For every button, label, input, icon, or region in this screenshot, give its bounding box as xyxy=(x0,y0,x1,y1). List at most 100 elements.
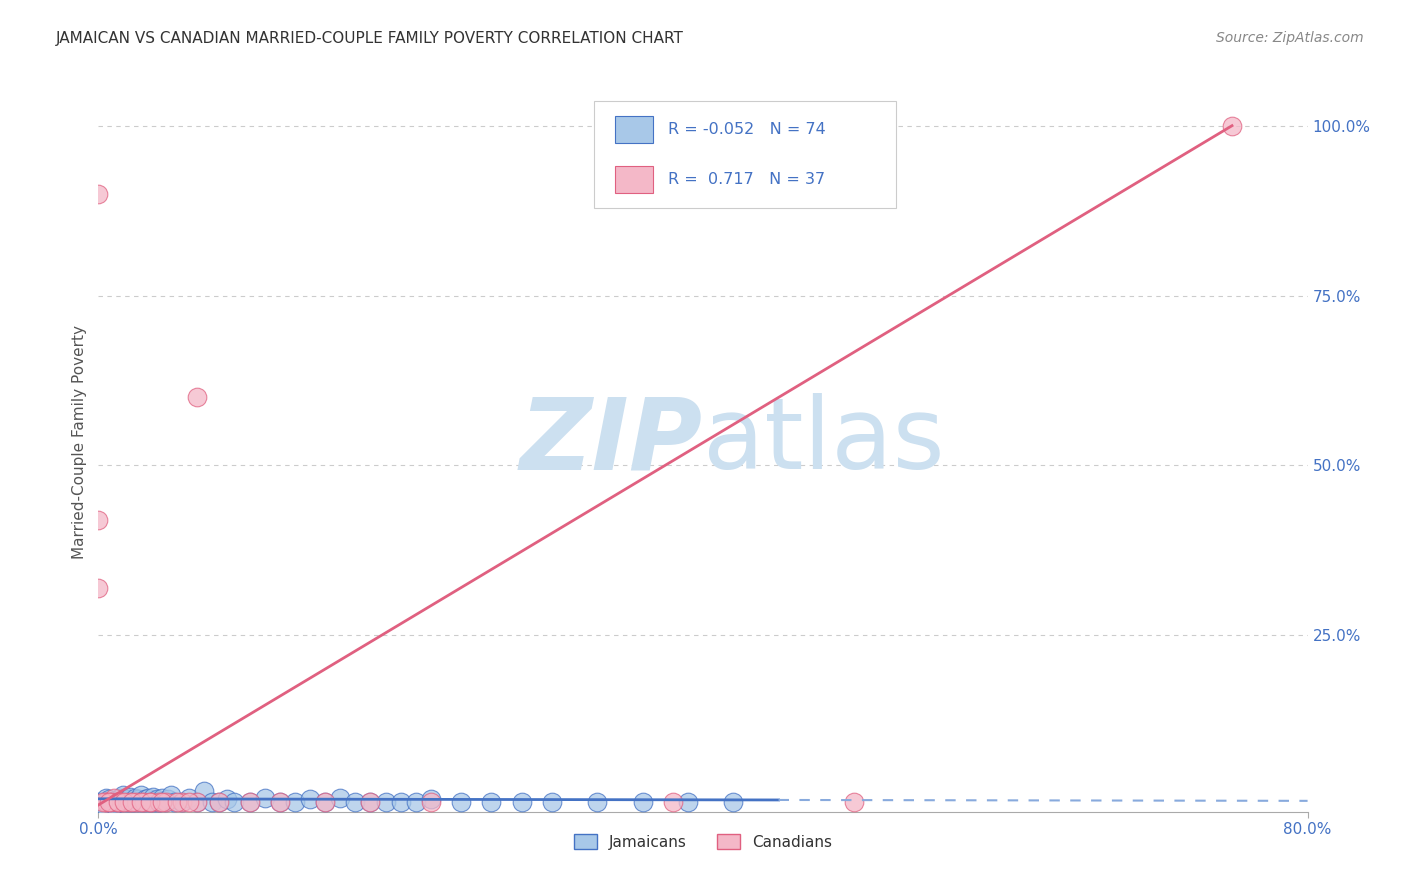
Point xyxy=(631,795,654,809)
Point xyxy=(450,795,472,809)
Point xyxy=(170,795,193,809)
Point xyxy=(676,795,699,809)
Point xyxy=(94,795,117,809)
Text: Source: ZipAtlas.com: Source: ZipAtlas.com xyxy=(1216,31,1364,45)
Point xyxy=(127,792,149,806)
Point xyxy=(661,795,683,809)
Point xyxy=(125,795,148,809)
Bar xyxy=(614,166,654,194)
Point xyxy=(87,795,110,809)
Point xyxy=(150,791,173,805)
Text: JAMAICAN VS CANADIAN MARRIED-COUPLE FAMILY POVERTY CORRELATION CHART: JAMAICAN VS CANADIAN MARRIED-COUPLE FAMI… xyxy=(56,31,685,46)
Point xyxy=(269,795,291,809)
Point xyxy=(148,795,170,809)
Point xyxy=(128,795,150,809)
Point xyxy=(104,795,127,809)
Point xyxy=(540,795,562,809)
Point xyxy=(93,797,115,812)
Point xyxy=(98,795,121,809)
Point xyxy=(389,795,412,809)
Point xyxy=(420,792,443,806)
Point xyxy=(215,792,238,806)
Legend: Jamaicans, Canadians: Jamaicans, Canadians xyxy=(568,828,838,856)
Point xyxy=(94,791,117,805)
Point xyxy=(156,792,179,806)
Point xyxy=(186,795,208,809)
Point xyxy=(131,795,153,809)
Point xyxy=(107,795,129,809)
Point xyxy=(111,788,134,802)
Point xyxy=(136,791,159,805)
Point xyxy=(148,795,170,809)
Point xyxy=(170,795,193,809)
Text: atlas: atlas xyxy=(703,393,945,490)
Point xyxy=(103,797,125,812)
Point xyxy=(179,791,201,805)
Point xyxy=(118,795,141,809)
Point xyxy=(299,792,322,806)
Point xyxy=(360,795,382,809)
Point xyxy=(139,795,162,809)
Text: R = -0.052   N = 74: R = -0.052 N = 74 xyxy=(668,122,825,137)
Point xyxy=(139,795,162,809)
Point xyxy=(723,795,745,809)
Point xyxy=(142,789,165,804)
Point xyxy=(87,513,110,527)
Point xyxy=(118,795,141,809)
Point xyxy=(121,795,143,809)
Point xyxy=(90,795,112,809)
Point xyxy=(193,784,215,798)
Point xyxy=(141,795,163,809)
Point xyxy=(100,795,122,809)
Point xyxy=(141,795,163,809)
Point xyxy=(135,795,157,809)
Point xyxy=(150,795,173,809)
Point xyxy=(420,795,443,809)
Point xyxy=(314,795,336,809)
Point xyxy=(344,795,367,809)
Point xyxy=(100,795,122,809)
Point xyxy=(98,792,121,806)
Point xyxy=(269,795,291,809)
Point xyxy=(103,791,125,805)
Point xyxy=(129,795,152,809)
Point xyxy=(510,795,533,809)
Point xyxy=(105,792,128,806)
Point xyxy=(160,788,183,802)
Point xyxy=(122,795,145,809)
Point xyxy=(125,795,148,809)
Point xyxy=(112,795,135,809)
Point xyxy=(124,791,146,805)
Point xyxy=(224,795,246,809)
Point xyxy=(94,795,117,809)
Point xyxy=(132,795,155,809)
Point xyxy=(186,391,208,405)
Point xyxy=(1220,119,1243,133)
Point xyxy=(844,795,866,809)
Point xyxy=(360,795,382,809)
FancyBboxPatch shape xyxy=(595,101,897,209)
Point xyxy=(145,795,167,809)
Point xyxy=(239,795,262,809)
Bar xyxy=(614,116,654,144)
Point xyxy=(153,795,176,809)
Point xyxy=(114,792,136,806)
Point xyxy=(105,795,128,809)
Point xyxy=(405,795,427,809)
Point xyxy=(208,795,231,809)
Point xyxy=(143,795,166,809)
Point xyxy=(163,795,186,809)
Point xyxy=(149,795,172,809)
Point xyxy=(329,791,352,805)
Y-axis label: Married-Couple Family Poverty: Married-Couple Family Poverty xyxy=(72,325,87,558)
Point xyxy=(481,795,503,809)
Point xyxy=(132,795,155,809)
Point xyxy=(129,788,152,802)
Point xyxy=(96,795,118,809)
Point xyxy=(586,795,609,809)
Point xyxy=(107,795,129,809)
Text: ZIP: ZIP xyxy=(520,393,703,490)
Point xyxy=(284,795,307,809)
Point xyxy=(110,795,132,809)
Point xyxy=(87,581,110,595)
